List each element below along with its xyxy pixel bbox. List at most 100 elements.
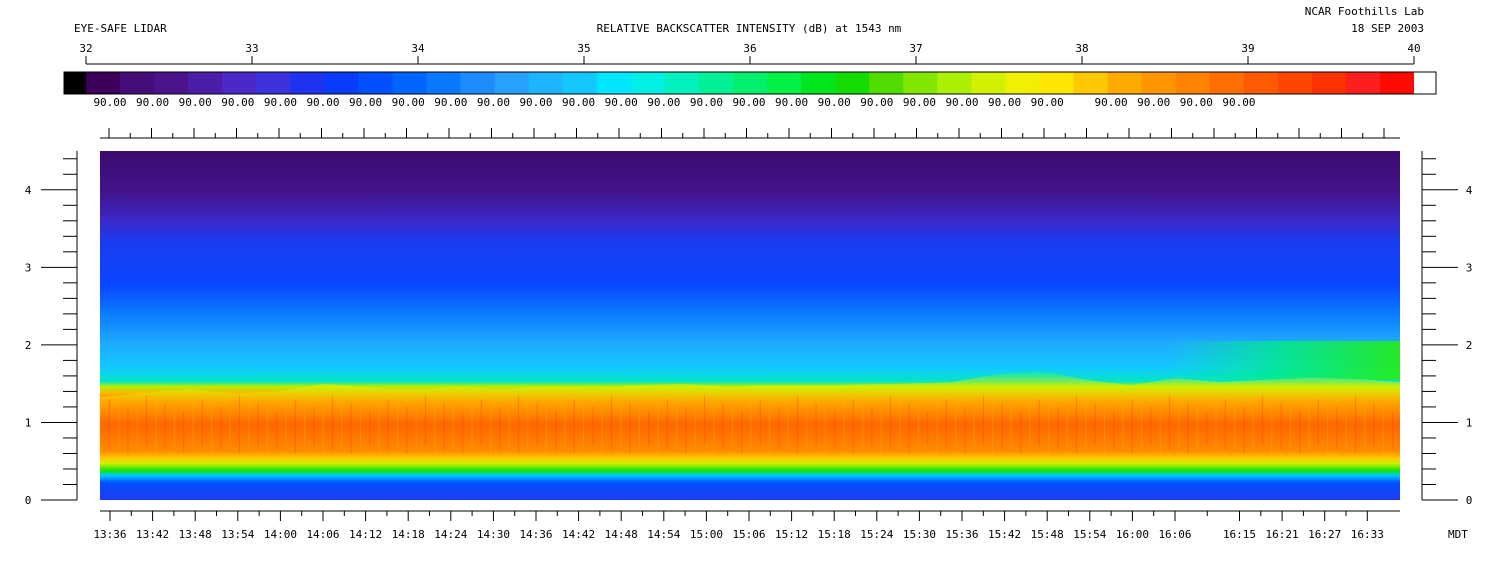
colorbar-swatch [1073, 72, 1109, 94]
colorbar-tick-label: 40 [1407, 42, 1420, 55]
bottom-axis-tick-label: 14:36 [519, 528, 552, 541]
bottom-axis-tick-label: 15:48 [1031, 528, 1064, 541]
colorbar-value-label: 90.00 [392, 96, 425, 109]
bottom-axis-tick-label: 14:00 [264, 528, 297, 541]
colorbar-swatch [937, 72, 972, 94]
colorbar-swatch [1379, 72, 1415, 94]
colorbar-swatch [732, 72, 768, 94]
left-axis-tick-label: 2 [25, 339, 32, 352]
bottom-axis-tick-label: 15:30 [903, 528, 936, 541]
colorbar-swatch [835, 72, 870, 94]
colorbar-frame [63, 71, 1437, 95]
colorbar-tick-label: 32 [79, 42, 92, 55]
colorbar-swatch [460, 72, 496, 94]
bottom-axis-tick-label: 14:18 [392, 528, 425, 541]
bottom-axis-tick-label: 14:30 [477, 528, 510, 541]
colorbar-swatch [1175, 72, 1211, 94]
bottom-axis-tick-label: 16:33 [1351, 528, 1384, 541]
colorbar-swatch [1345, 72, 1381, 94]
bottom-axis-tick-label: 16:15 [1223, 528, 1256, 541]
colorbar-value-label: 90.00 [945, 96, 978, 109]
right-axis-tick-label: 1 [1466, 416, 1473, 429]
chart-title: RELATIVE BACKSCATTER INTENSITY (dB) at 1… [597, 22, 902, 35]
date-label: 18 SEP 2003 [1351, 22, 1424, 35]
bottom-time-axis: 13:36 13:42 13:48 13:54 14:00 14:06 14:12 14:18… [93, 510, 1400, 541]
bottom-axis-tick-label: 16:06 [1158, 528, 1191, 541]
colorbar-swatch [1107, 72, 1143, 94]
bottom-axis-tick-label: 15:18 [818, 528, 851, 541]
bottom-axis-tick-label: 15:12 [775, 528, 808, 541]
colorbar-swatch [494, 72, 530, 94]
colorbar-tick-label: 33 [245, 42, 258, 55]
colorbar-swatch [971, 72, 1006, 94]
colorbar-swatch [256, 72, 291, 94]
colorbar-value-label: 90.00 [605, 96, 638, 109]
left-axis-tick-label: 0 [25, 494, 32, 507]
left-axis-tick-label: 3 [25, 261, 32, 274]
colorbar-swatch [767, 72, 802, 94]
colorbar-tick-label: 39 [1241, 42, 1254, 55]
colorbar-value-label: 90.00 [519, 96, 552, 109]
colorbar-tick-label: 36 [743, 42, 756, 55]
bottom-axis-tick-label: 15:36 [945, 528, 978, 541]
colorbar-swatch [630, 72, 666, 94]
colorbar-value-label: 90.00 [1031, 96, 1064, 109]
colorbar-under-swatch [64, 72, 86, 94]
bottom-axis-tick-label: 14:12 [349, 528, 382, 541]
left-axis-tick-label: 4 [25, 184, 32, 197]
colorbar-swatch [562, 72, 598, 94]
colorbar-swatch [528, 72, 564, 94]
colorbar-swatch [1311, 72, 1347, 94]
colorbar-value-label: 90.00 [1137, 96, 1170, 109]
colorbar-swatch [1141, 72, 1177, 94]
top-tick-axis [100, 128, 1400, 139]
heatmap-background [100, 151, 1400, 500]
colorbar-tick-label: 37 [909, 42, 922, 55]
bottom-axis-tick-label: 13:54 [221, 528, 254, 541]
colorbar-swatch [426, 72, 462, 94]
colorbar-swatch [698, 72, 734, 94]
colorbar-swatch [154, 72, 189, 94]
backscatter-heatmap [99, 151, 1400, 500]
bottom-axis-tick-label: 15:42 [988, 528, 1021, 541]
left-axis-tick-label: 1 [25, 416, 32, 429]
colorbar-swatch [358, 72, 394, 94]
colorbar-swatch [222, 72, 257, 94]
colorbar-over-swatch [1414, 72, 1436, 94]
colorbar-swatch [188, 72, 223, 94]
colorbar-value-label: 90.00 [690, 96, 723, 109]
colorbar-value-label: 90.00 [93, 96, 126, 109]
colorbar-value-label: 90.00 [860, 96, 893, 109]
time-zone-label: MDT [1448, 528, 1468, 541]
bottom-axis-tick-label: 14:24 [434, 528, 467, 541]
colorbar-value-label: 90.00 [732, 96, 765, 109]
bottom-axis-tick-label: 13:48 [179, 528, 212, 541]
bottom-axis-tick-label: 15:24 [860, 528, 893, 541]
bottom-axis-tick-label: 16:21 [1266, 528, 1299, 541]
colorbar-value-label: 90.00 [903, 96, 936, 109]
colorbar-swatch [664, 72, 700, 94]
colorbar-tick-label: 38 [1075, 42, 1088, 55]
colorbar-tick-label: 34 [411, 42, 425, 55]
colorbar-value-label: 90.00 [434, 96, 467, 109]
bottom-axis-tick-label: 13:42 [136, 528, 169, 541]
bottom-axis-tick-label: 15:06 [732, 528, 765, 541]
colorbar-value-label: 90.00 [1180, 96, 1213, 109]
colorbar-swatch [596, 72, 632, 94]
colorbar-swatch [392, 72, 428, 94]
colorbar-swatch [1277, 72, 1313, 94]
colorbar-value-label: 90.00 [562, 96, 595, 109]
colorbar-swatch [1005, 72, 1041, 94]
right-altitude-axis: 0 1 2 3 4 [1421, 151, 1473, 507]
colorbar-swatch [290, 72, 325, 94]
colorbar-swatch [869, 72, 904, 94]
colorbar-value-label: 90.00 [818, 96, 851, 109]
colorbar-value-label: 90.00 [306, 96, 339, 109]
colorbar-value-label: 90.00 [179, 96, 212, 109]
colorbar-tick-label: 35 [577, 42, 590, 55]
colorbar-swatch [324, 72, 360, 94]
colorbar-value-label: 90.00 [988, 96, 1021, 109]
site-name: NCAR Foothills Lab [1305, 5, 1424, 18]
colorbar-value-label: 90.00 [647, 96, 680, 109]
right-axis-tick-label: 0 [1466, 494, 1473, 507]
